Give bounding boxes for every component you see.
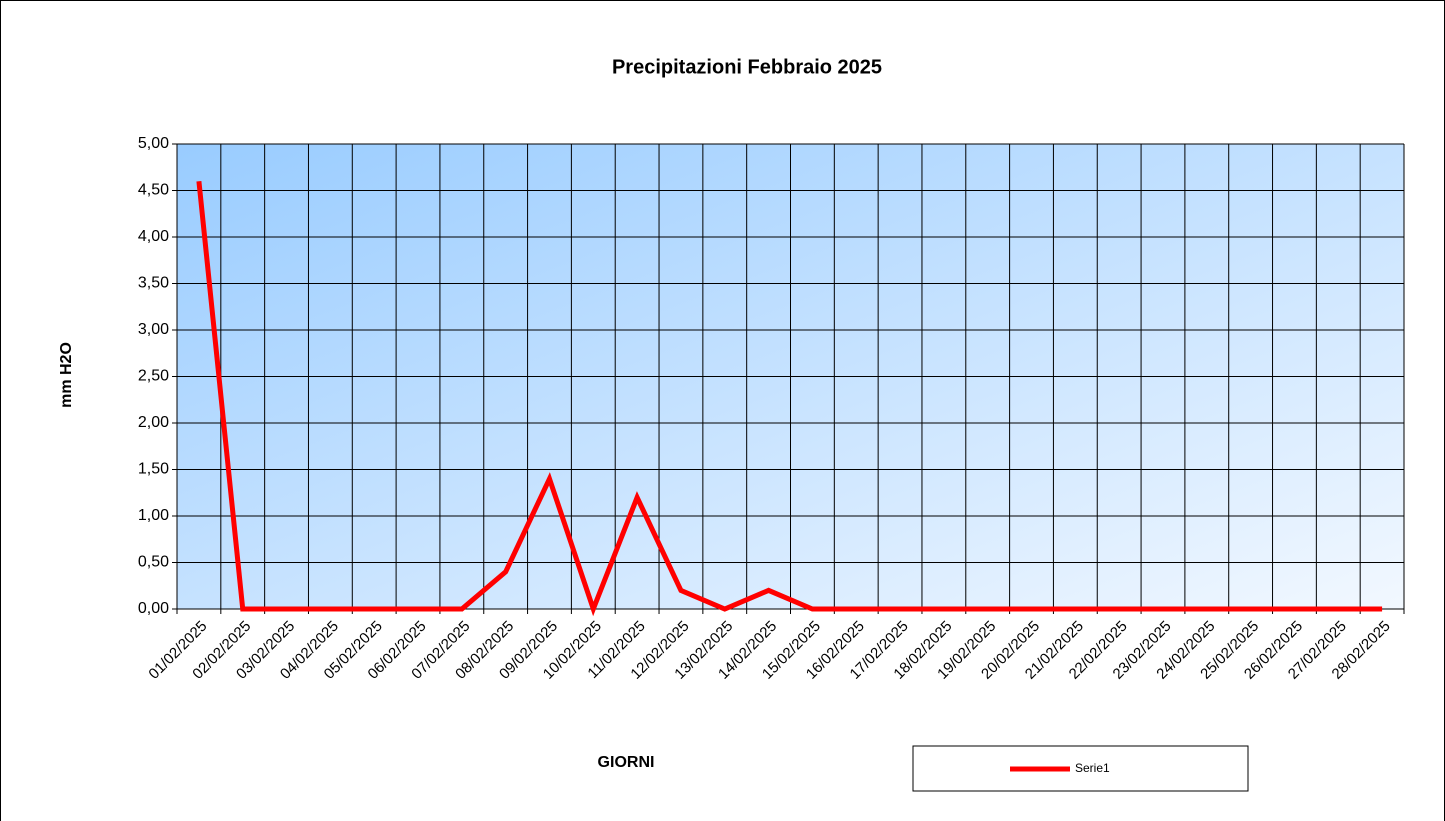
y-axis-label: mm H2O	[58, 342, 75, 408]
chart-title: Precipitazioni Febbraio 2025	[612, 56, 882, 78]
y-tick-label: 1,50	[138, 461, 169, 478]
y-tick-label: 0,00	[138, 600, 169, 617]
series-line	[196, 180, 1383, 617]
y-tick-label: 5,00	[138, 135, 169, 152]
legend-label: Serie1	[1075, 761, 1110, 775]
y-tick-label: 3,50	[138, 275, 169, 292]
x-axis-label: GIORNI	[598, 754, 655, 771]
y-tick-label: 4,00	[138, 228, 169, 245]
legend-box	[912, 745, 1249, 792]
y-tick-label: 3,00	[138, 321, 169, 338]
y-tick-label: 4,50	[138, 182, 169, 199]
y-tick-label: 1,00	[138, 507, 169, 524]
y-tick-label: 2,00	[138, 414, 169, 431]
y-tick-label: 2,50	[138, 368, 169, 385]
y-tick-label: 0,50	[138, 554, 169, 571]
